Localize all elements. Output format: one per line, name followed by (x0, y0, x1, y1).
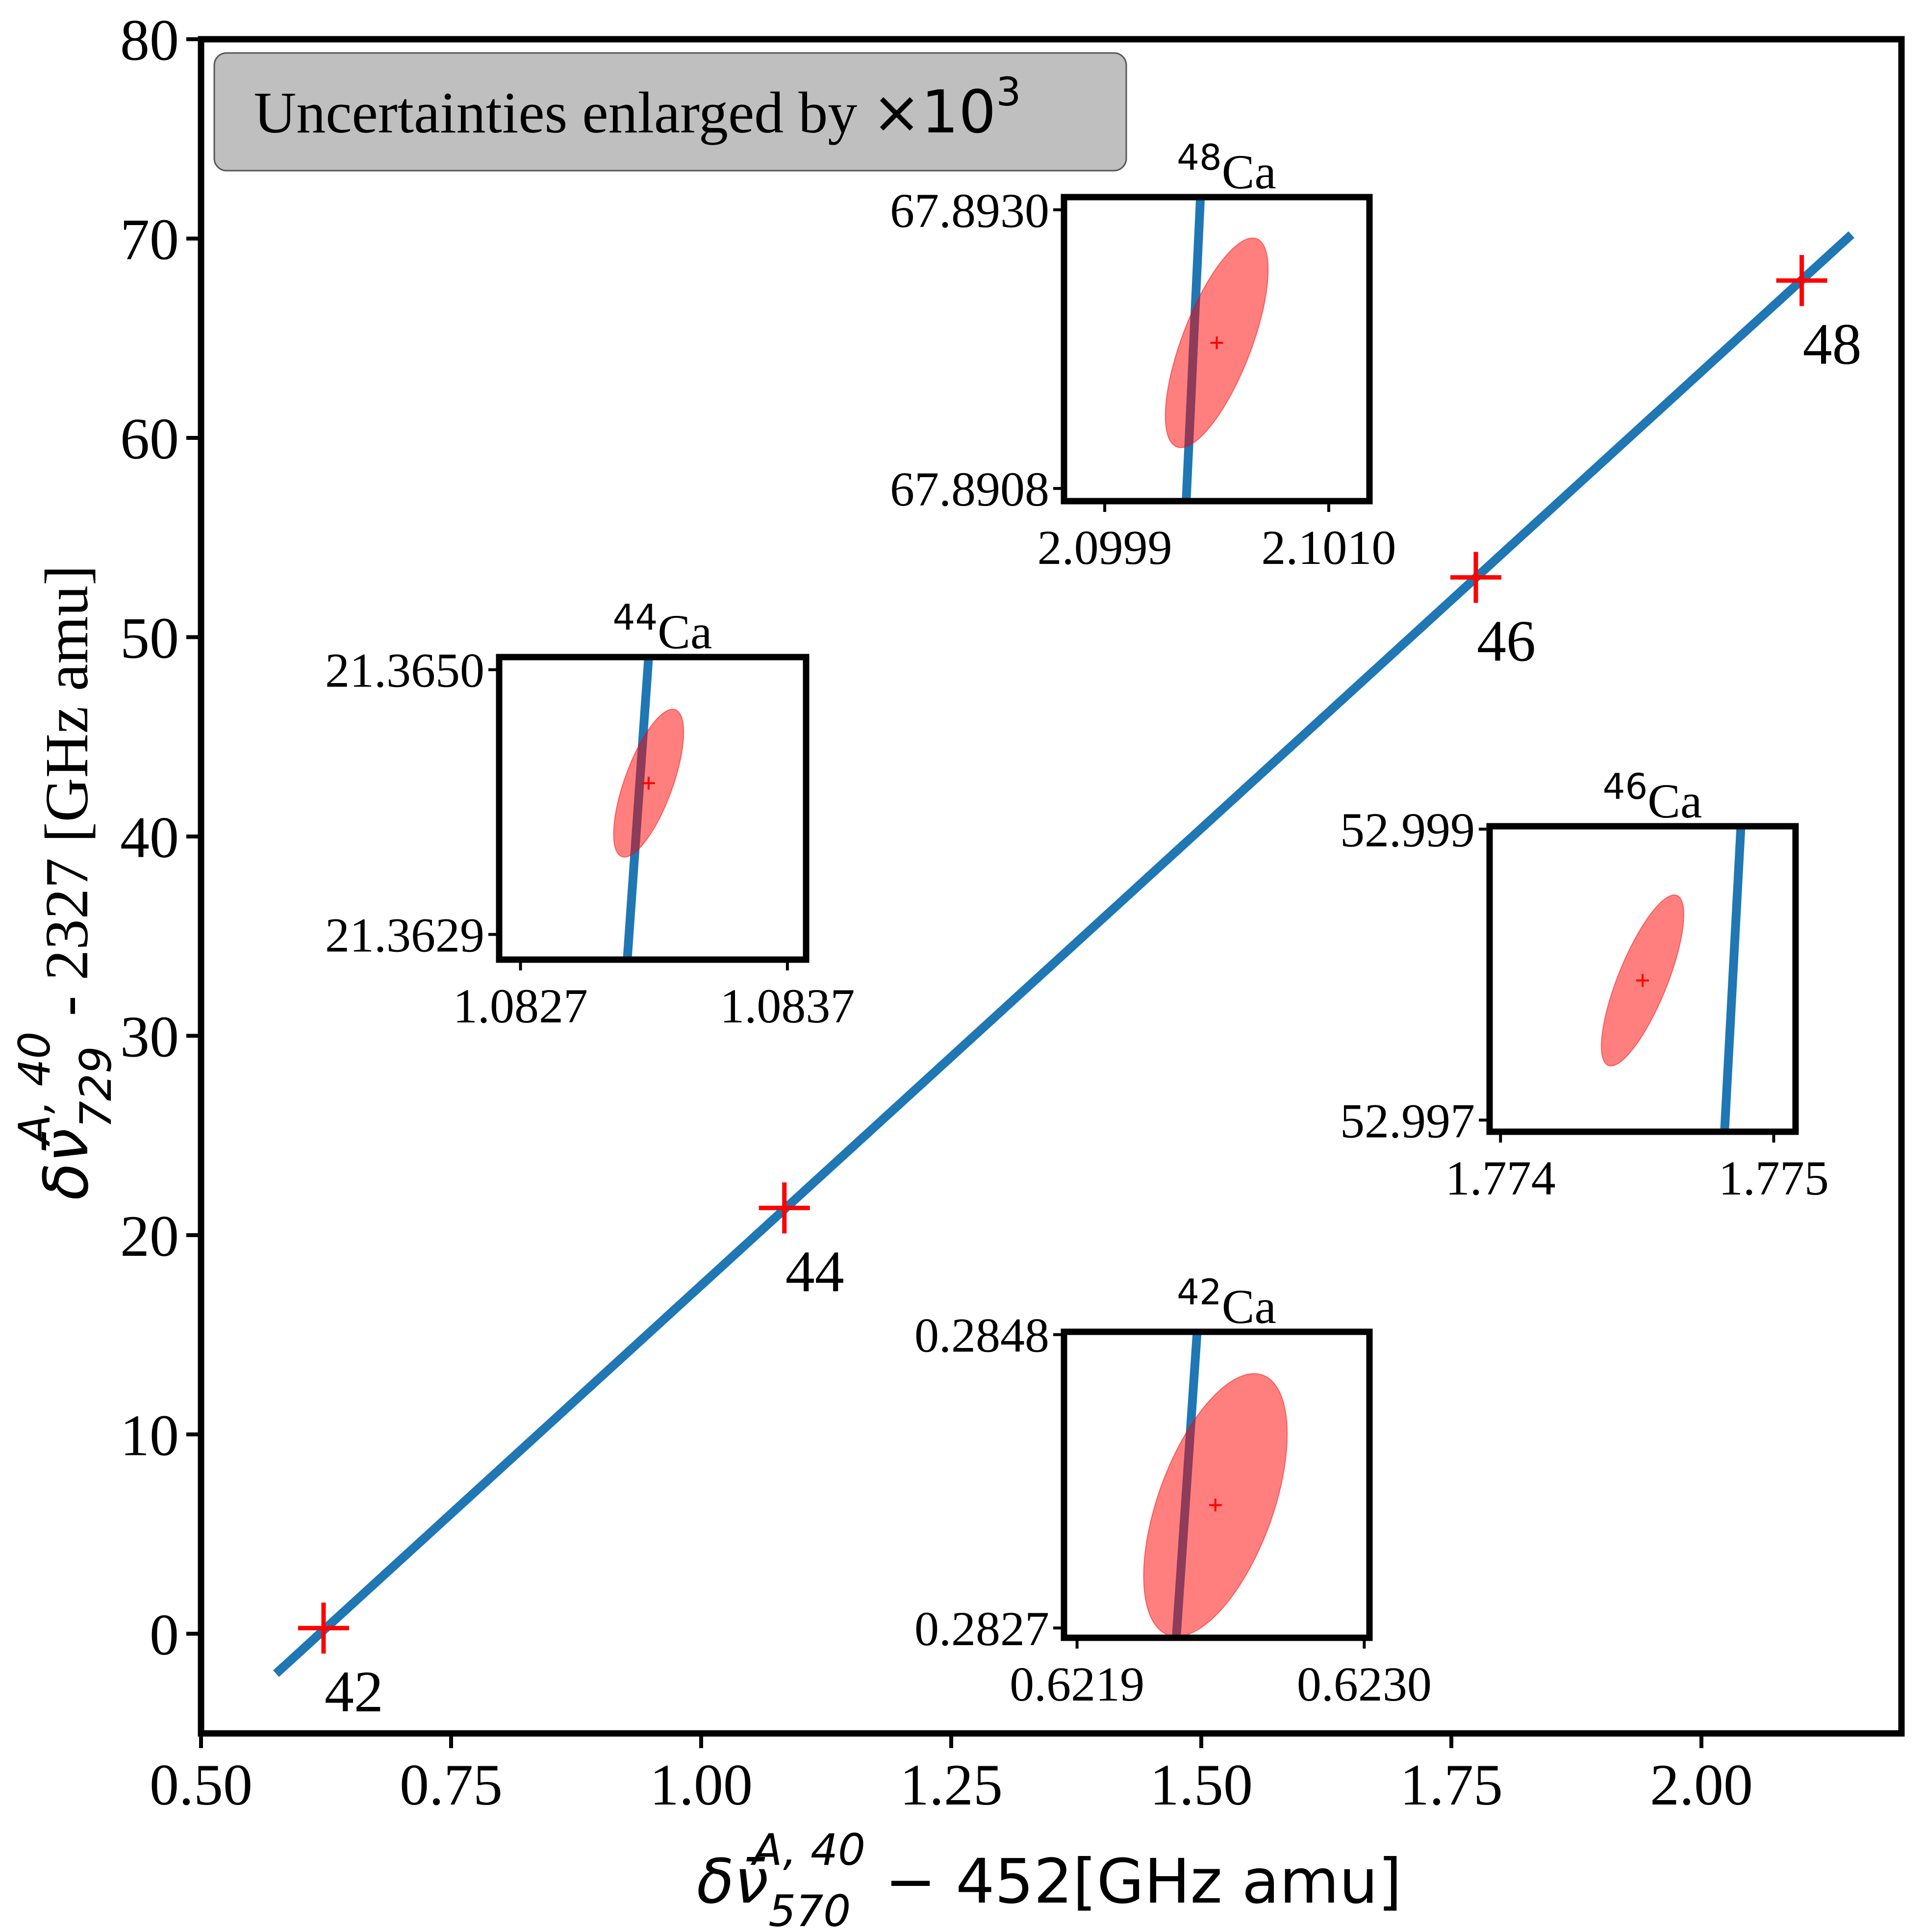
inset-x-tick-label: 2.0999 (1038, 520, 1172, 575)
data-point (1776, 255, 1827, 306)
inset-y-tick-label: 67.8908 (890, 462, 1049, 516)
inset-frame (1486, 823, 1799, 1135)
inset-y-tick-label: 21.3629 (325, 908, 484, 963)
axis-labels: δν̄570A, 40 − 452[GHz amu] δν̄729A, 40 - … (9, 565, 1402, 1932)
y-tick-label: 40 (120, 805, 179, 870)
data-point-label: 42 (325, 1659, 383, 1724)
inset-y-tick-label: 67.8930 (890, 183, 1049, 238)
inset-frame (1061, 194, 1373, 505)
annotation-text: Uncertainties enlarged by ×103 (254, 69, 1021, 147)
main-axes-frame (198, 36, 1905, 1737)
fit-line (273, 231, 1855, 1677)
x-tick-label: 1.00 (650, 1752, 753, 1817)
y-tick-label: 60 (120, 406, 179, 471)
inset-x-tick-label: 1.775 (1719, 1151, 1829, 1205)
y-tick-label: 50 (120, 605, 179, 670)
inset-48-ca: 2.0999 2.1010 67.8908 67.8930 48Ca (890, 137, 1396, 575)
y-tick-label: 70 (120, 206, 179, 272)
inset-title: 42Ca (1177, 1271, 1276, 1334)
data-point-label: 46 (1477, 609, 1536, 674)
annotation-box: Uncertainties enlarged by ×103 (213, 52, 1127, 172)
inset-y-tick-label: 52.997 (1340, 1093, 1475, 1148)
inset-42-ca: 0.6219 0.6230 0.2827 0.2848 42Ca (914, 1271, 1432, 1711)
inset-46-ca: 1.774 1.775 52.997 52.999 46Ca (1340, 766, 1829, 1205)
inset-fit-line (1720, 826, 1746, 1132)
inset-title: 48Ca (1177, 137, 1276, 199)
y-tick-label: 0 (150, 1602, 179, 1667)
data-point-label: 48 (1803, 311, 1862, 377)
inset-y-tick-label: 52.999 (1340, 803, 1475, 857)
x-axis-label: δν̄570A, 40 − 452[GHz amu] (697, 1825, 1402, 1932)
x-tick-label: 0.75 (400, 1752, 503, 1817)
inset-x-tick-label: 1.774 (1445, 1151, 1556, 1205)
x-tick-label: 1.25 (900, 1752, 1003, 1817)
data-point-label: 44 (785, 1239, 844, 1304)
inset-y-tick-label: 21.3650 (325, 643, 484, 698)
inset-x-tick-label: 1.0827 (453, 979, 588, 1033)
data-point (759, 1182, 810, 1234)
inset-frame (1061, 1328, 1373, 1641)
y-tick-label: 80 (120, 7, 179, 73)
inset-x-tick-label: 2.1010 (1261, 520, 1396, 575)
y-tick-label: 10 (120, 1402, 179, 1468)
inset-y-tick-label: 0.2827 (914, 1602, 1049, 1656)
inset-x-tick-label: 1.0837 (720, 979, 855, 1033)
inset-title: 44Ca (613, 597, 712, 659)
inset-y-tick-label: 0.2848 (914, 1308, 1049, 1363)
data-point (1450, 552, 1501, 603)
inset-x-tick-label: 0.6219 (1010, 1657, 1144, 1711)
inset-x-tick-label: 0.6230 (1297, 1657, 1432, 1711)
inset-title: 46Ca (1603, 766, 1702, 828)
main-plot-area: 42 44 46 48 0.50 0.75 1.00 1.25 1.50 1.75 2.00 0 10 2… (120, 7, 1905, 1817)
inset-frame (496, 654, 810, 963)
x-tick-label: 2.00 (1650, 1752, 1753, 1817)
data-point (298, 1602, 349, 1654)
inset-44-ca: 1.0827 1.0837 21.3629 21.3650 44Ca (325, 597, 855, 1033)
y-tick-label: 30 (120, 1004, 179, 1069)
y-tick-label: 20 (120, 1203, 179, 1269)
x-tick-label: 0.50 (150, 1752, 253, 1817)
x-tick-label: 1.50 (1150, 1752, 1253, 1817)
x-tick-label: 1.75 (1400, 1752, 1503, 1817)
y-axis-label: δν̄729A, 40 - 2327 [GHz amu] (9, 565, 121, 1200)
